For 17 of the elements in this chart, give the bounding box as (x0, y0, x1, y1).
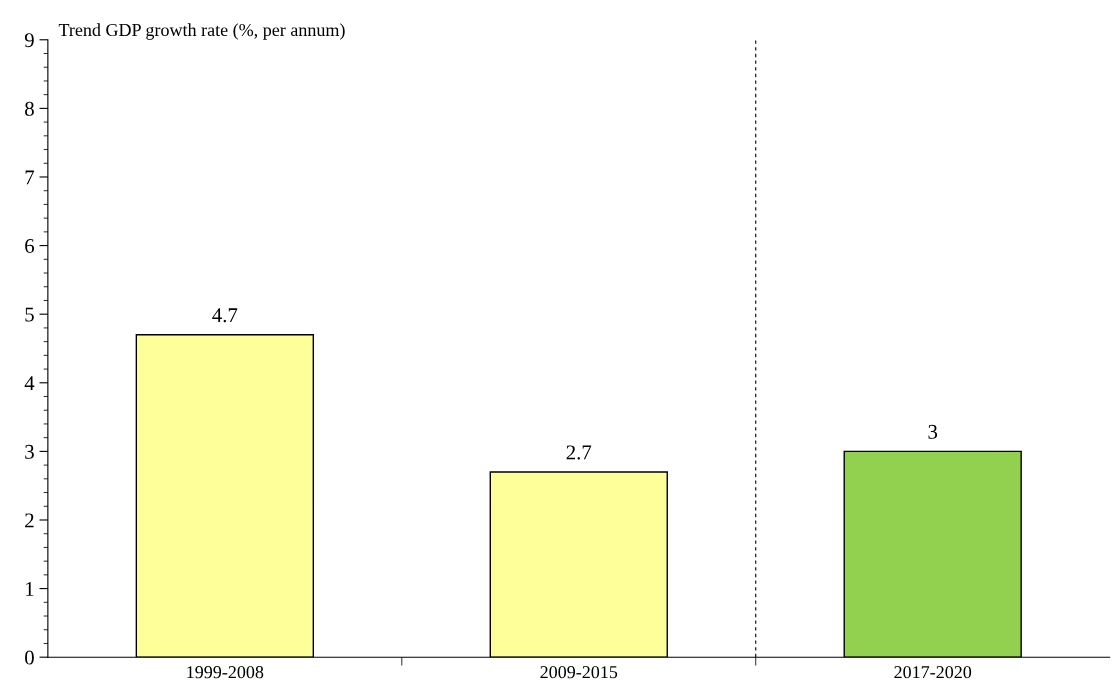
x-tick-label: 2009-2015 (540, 666, 618, 679)
y-tick-label: 9 (24, 33, 34, 48)
data-label: 3 (928, 424, 938, 439)
y-tick-label: 5 (25, 307, 34, 322)
y-tick-label: 0 (25, 650, 34, 665)
y-axis-title: Trend GDP growth rate (%, per annum) (58, 23, 345, 40)
y-tick-label: 2 (25, 513, 34, 528)
y-tick-label: 7 (25, 170, 35, 185)
data-label: 4.7 (212, 308, 238, 323)
data-label: 2.7 (566, 445, 592, 460)
y-tick-label: 8 (25, 101, 34, 116)
y-tick-label: 3 (25, 444, 34, 459)
x-tick-label: 1999-2008 (187, 666, 264, 679)
y-tick-label: 6 (25, 239, 35, 254)
x-tick-label: 2017-2020 (894, 666, 972, 679)
y-tick-label: 1 (26, 582, 34, 596)
y-tick-label: 4 (24, 376, 35, 391)
